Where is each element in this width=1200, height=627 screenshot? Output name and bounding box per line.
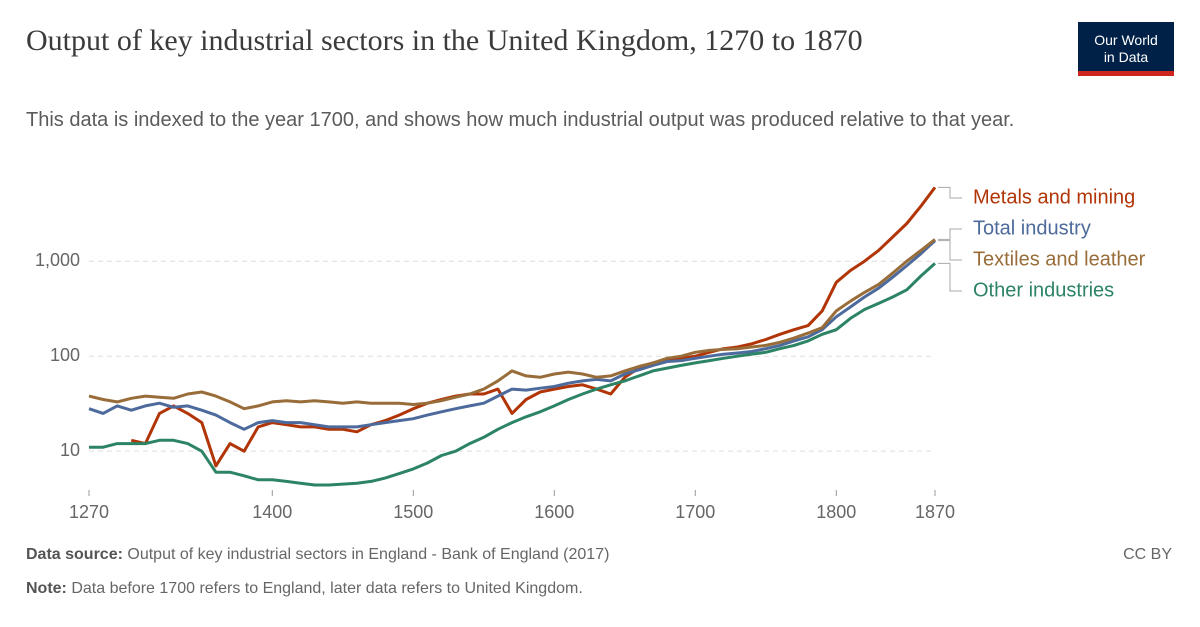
note: Note: Data before 1700 refers to England…: [26, 580, 583, 598]
note-label: Note:: [26, 580, 67, 597]
series-line: [130, 186, 937, 468]
label-connector: [938, 186, 962, 199]
logo-text: in Data: [1103, 49, 1149, 65]
series-line: [88, 239, 937, 431]
series-line: [88, 238, 936, 411]
series-label: Total industry: [973, 217, 1091, 239]
y-tick-label: 10: [60, 440, 80, 460]
source: Data source: Output of key industrial se…: [26, 546, 609, 564]
label-connector: [938, 228, 962, 242]
series-label: Other industries: [973, 279, 1114, 301]
logo-text: Our World: [1094, 32, 1158, 48]
label-connector: [938, 262, 962, 292]
series-line: [89, 262, 936, 487]
license[interactable]: CC BY: [1123, 546, 1172, 563]
note-text: Data before 1700 refers to England, late…: [71, 580, 583, 597]
subtitle: This data is indexed to the year 1700, a…: [26, 109, 1015, 131]
source-text: Output of key industrial sectors in Engl…: [127, 546, 610, 563]
source-label: Data source:: [26, 546, 123, 563]
x-tick-label: 1270: [69, 502, 109, 522]
y-tick-label: 100: [50, 345, 80, 365]
label-connector: [938, 238, 962, 261]
x-tick-label: 1500: [393, 502, 433, 522]
series-label: Metals and mining: [973, 186, 1135, 208]
x-tick-label: 1600: [534, 502, 574, 522]
x-tick-label: 1800: [816, 502, 856, 522]
x-tick-label: 1700: [675, 502, 715, 522]
x-tick-label: 1870: [915, 502, 955, 522]
y-tick-label: 1,000: [35, 250, 80, 270]
series-label: Textiles and leather: [973, 248, 1146, 270]
title: Output of key industrial sectors in the …: [26, 24, 863, 57]
logo[interactable]: Our World in Data: [1078, 22, 1174, 76]
x-tick-label: 1400: [252, 502, 292, 522]
